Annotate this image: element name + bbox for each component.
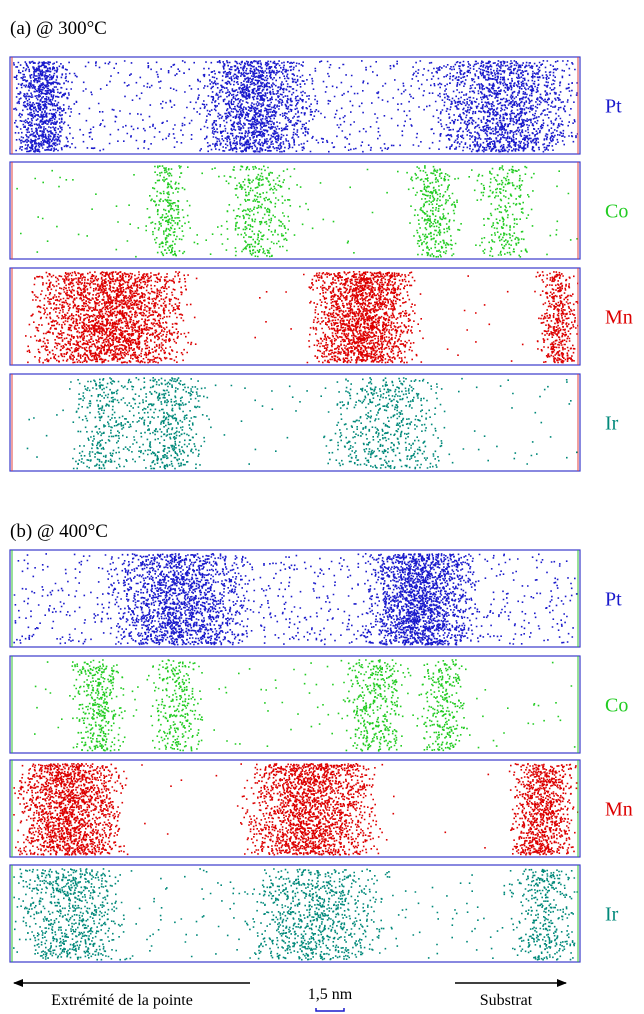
atom-dots xyxy=(26,377,578,470)
scale-bar xyxy=(315,1008,345,1012)
element-label: Mn xyxy=(605,799,633,821)
atom-dots xyxy=(16,165,578,258)
element-label: Co xyxy=(605,695,628,717)
atom-map: Pt xyxy=(9,56,622,155)
element-label: Ir xyxy=(605,413,619,435)
panel-title: (a) @ 300°C xyxy=(10,18,107,39)
element-label: Pt xyxy=(605,589,622,611)
map-frame xyxy=(9,759,581,858)
element-label: Ir xyxy=(605,904,619,926)
atom-map: Co xyxy=(9,161,628,260)
atom-map: Ir xyxy=(9,373,619,472)
element-label: Pt xyxy=(605,96,622,118)
atom-dots xyxy=(13,553,578,646)
map-frame xyxy=(9,373,581,472)
footer-right: Substrat xyxy=(480,992,533,1009)
atom-dots xyxy=(34,659,576,752)
atom-dots xyxy=(13,868,579,961)
map-frame xyxy=(9,267,581,366)
atom-dots xyxy=(25,271,579,364)
atom-map: Co xyxy=(9,655,628,754)
element-label: Co xyxy=(605,201,628,223)
atom-dots xyxy=(13,763,579,856)
map-frame xyxy=(9,161,581,260)
atom-map: Ir xyxy=(9,864,619,963)
maps: Pt Co Mn Ir Pt Co Mn Ir xyxy=(9,56,633,963)
panel-title: (b) @ 400°C xyxy=(10,521,108,542)
atom-map: Mn xyxy=(9,759,633,858)
atom-map: Pt xyxy=(9,549,622,648)
map-frame xyxy=(9,549,581,648)
footer-left: Extrémité de la pointe xyxy=(51,992,193,1009)
map-frame xyxy=(9,864,581,963)
scale-label: 1,5 nm xyxy=(308,986,353,1003)
element-label: Mn xyxy=(605,307,633,329)
atom-map: Mn xyxy=(9,267,633,366)
map-frame xyxy=(9,56,581,155)
atom-dots xyxy=(13,60,579,153)
map-frame xyxy=(9,655,581,754)
